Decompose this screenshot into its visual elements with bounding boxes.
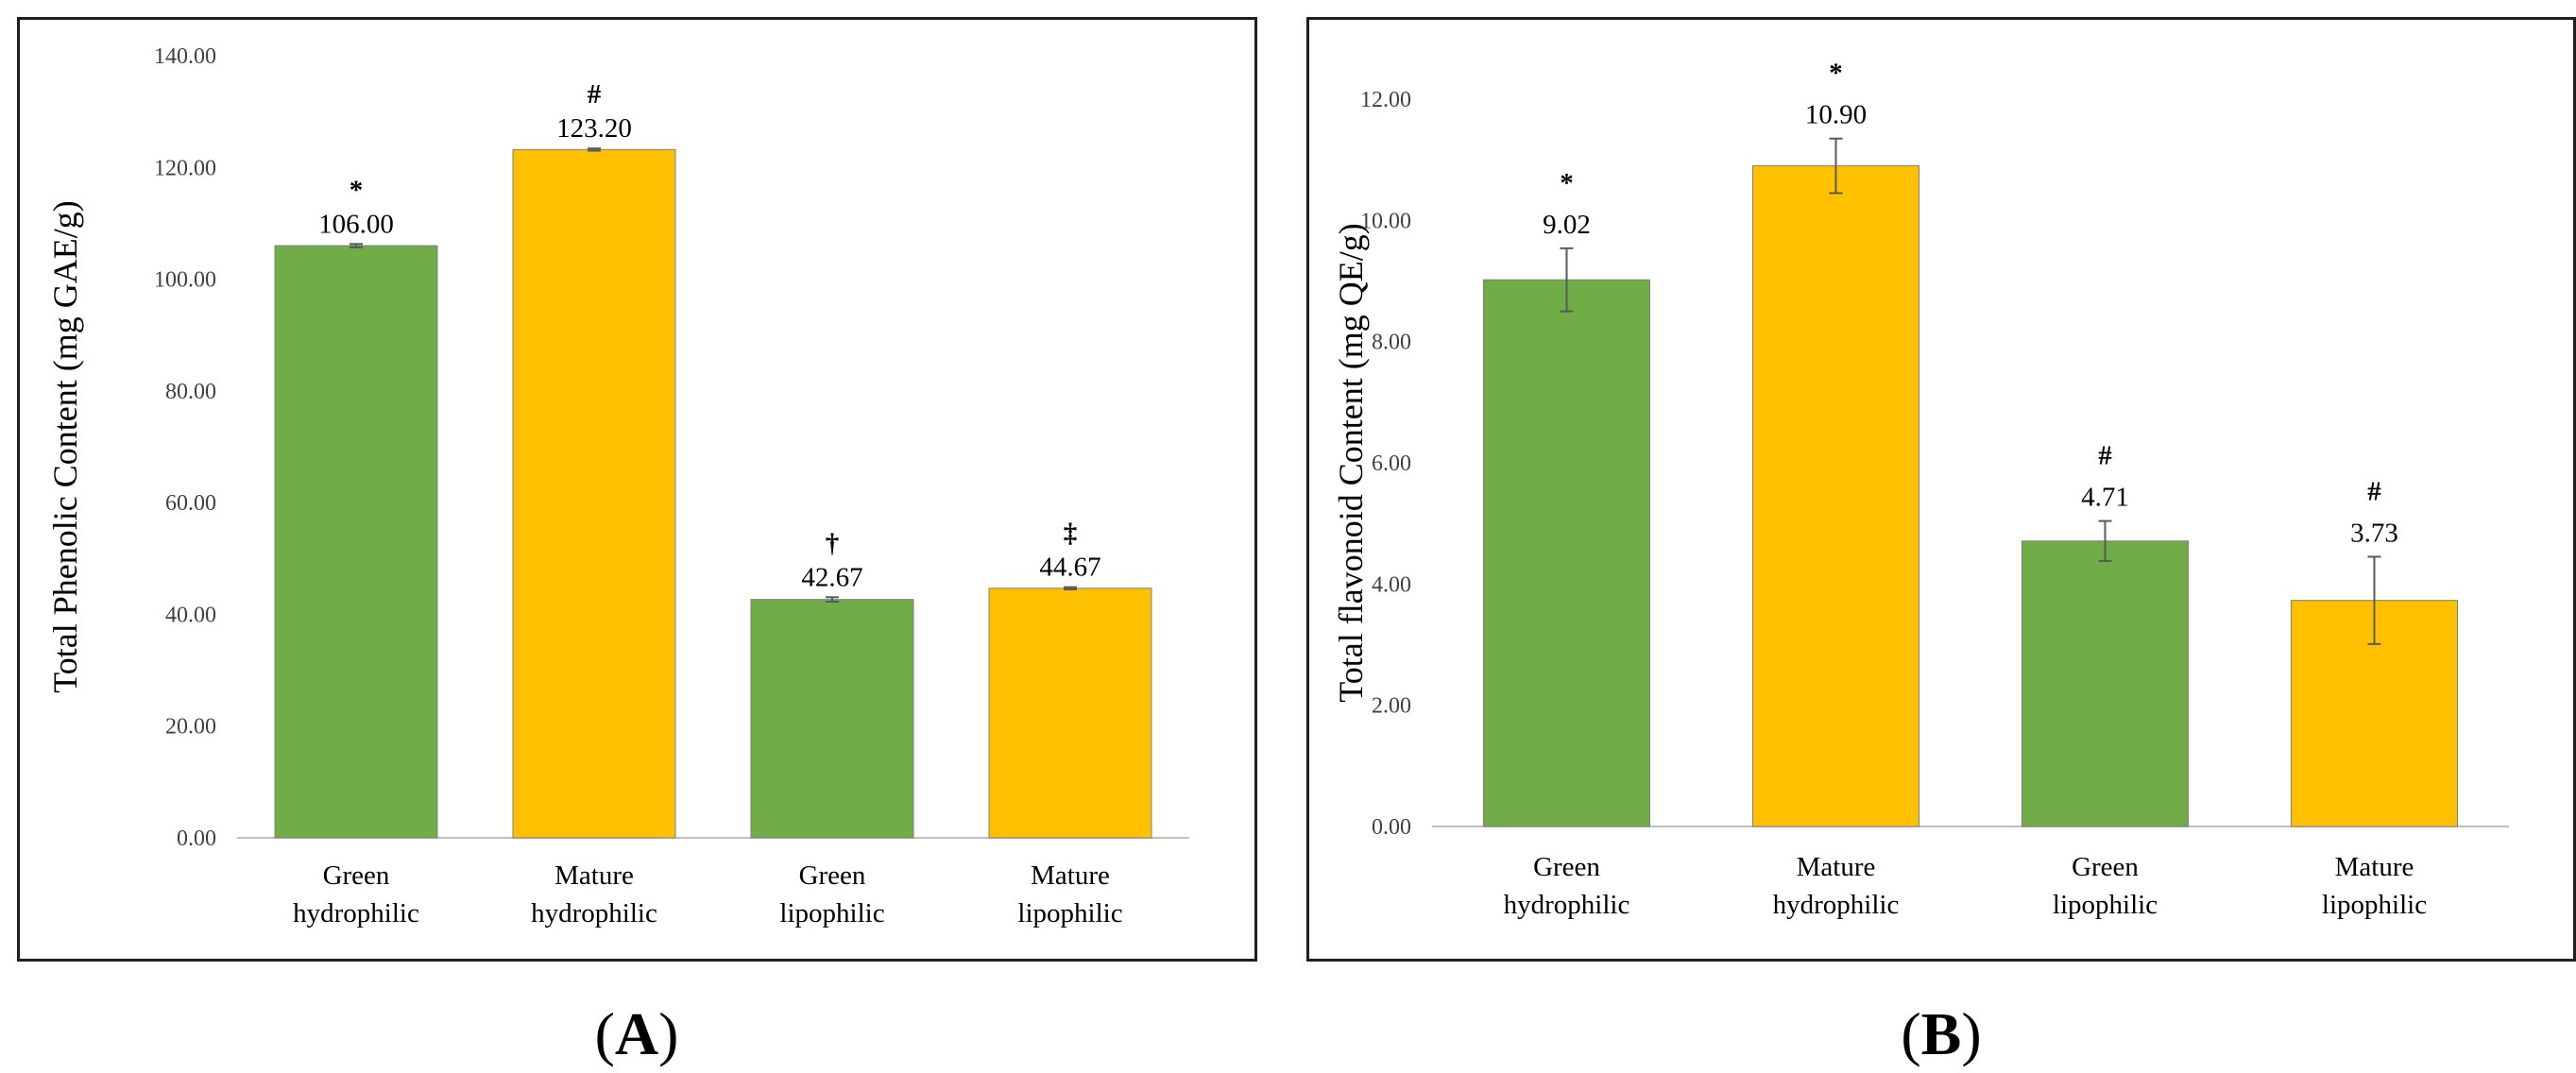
panel-label-b: (B)	[1847, 999, 2036, 1069]
chart-b-value-label: 3.73	[2350, 518, 2398, 548]
chart-b-category-label: lipophilic	[2053, 890, 2158, 920]
chart-b-svg: 0.00 2.00 4.00 6.00 8.00 10.00 12.00 Total flav…	[1332, 59, 2509, 920]
chart-a-value-label: 123.20	[556, 113, 632, 144]
chart-a-bar	[750, 599, 914, 839]
panel-label-b-letter: B	[1920, 1000, 1962, 1067]
panel-label-a-open: (	[594, 1000, 615, 1067]
chart-b-value-label: 9.02	[1543, 210, 1591, 240]
chart-a-y-tick-label: 40.00	[165, 603, 216, 627]
chart-a-category-label: hydrophilic	[293, 898, 419, 928]
chart-a-y-tick-label: 0.00	[177, 826, 216, 851]
chart-b-y-tick-label: 12.00	[1360, 88, 1411, 112]
chart-a-y-axis-title: Total Phenolic Content (mg GAE/g)	[46, 200, 84, 692]
chart-panel-a: 0.00 20.00 40.00 60.00 80.00 100.00 120.00 140.…	[17, 17, 1257, 962]
chart-a-category-label: Mature	[1031, 860, 1110, 891]
panel-label-b-close: )	[1961, 1000, 1982, 1067]
chart-b-significance-marker: #	[2367, 476, 2381, 506]
chart-a-category-label: Mature	[554, 860, 634, 891]
chart-b-bar	[2022, 540, 2189, 827]
chart-a-y-tick-label: 100.00	[154, 268, 216, 293]
chart-a-bar	[274, 245, 438, 839]
chart-a-category-label: lipophilic	[1017, 898, 1122, 928]
chart-b-y-tick-label: 6.00	[1372, 451, 1411, 476]
chart-a-y-tick-label: 60.00	[165, 491, 216, 516]
chart-a-bar	[988, 588, 1152, 839]
chart-a-value-label: 44.67	[1039, 553, 1100, 583]
chart-a-y-tick-label: 80.00	[165, 380, 216, 404]
chart-b-significance-marker: #	[2098, 441, 2112, 471]
chart-b-category-label: Green	[1533, 852, 1600, 882]
chart-b-significance-marker: *	[1560, 168, 1574, 198]
chart-b-y-tick-label: 8.00	[1372, 331, 1411, 355]
chart-a-category-label: Green	[323, 860, 390, 891]
chart-b-bar	[1752, 165, 1919, 827]
chart-b-category-label: hydrophilic	[1504, 890, 1630, 920]
panel-label-a-letter: A	[614, 1000, 659, 1067]
chart-a-y-tick-label: 120.00	[154, 156, 216, 180]
chart-a-significance-marker: †	[826, 528, 840, 558]
panel-label-a: (A)	[542, 999, 731, 1069]
chart-b-value-label: 10.90	[1805, 100, 1867, 130]
chart-b-value-label: 4.71	[2081, 483, 2129, 513]
chart-b-y-tick-label: 4.00	[1372, 572, 1411, 597]
chart-b-significance-marker: *	[1829, 59, 1843, 89]
chart-a-y-tick-label: 20.00	[165, 715, 216, 740]
chart-panel-b: 0.00 2.00 4.00 6.00 8.00 10.00 12.00 Total flav…	[1306, 17, 2576, 962]
panel-label-b-open: (	[1901, 1000, 1921, 1067]
chart-b-category-label: Mature	[1797, 852, 1876, 882]
chart-a-significance-marker: #	[588, 79, 602, 110]
chart-b-y-tick-label: 10.00	[1360, 209, 1411, 233]
chart-b-y-tick-label: 2.00	[1372, 694, 1411, 719]
chart-a-significance-marker: ‡	[1064, 519, 1078, 549]
chart-b-category-label: hydrophilic	[1773, 890, 1900, 920]
chart-a-category-label: lipophilic	[779, 898, 884, 928]
chart-a-category-label: hydrophilic	[531, 898, 657, 928]
chart-b-y-axis-title: Total flavonoid Content (mg QE/g)	[1332, 223, 1370, 702]
chart-a-y-tick-label: 140.00	[154, 44, 216, 69]
chart-a-value-label: 42.67	[801, 562, 862, 592]
chart-a-value-label: 106.00	[318, 209, 394, 239]
chart-b-category-label: Mature	[2335, 852, 2414, 882]
chart-a-bar	[512, 148, 676, 839]
chart-a-category-label: Green	[799, 860, 866, 891]
chart-b-y-tick-label: 0.00	[1372, 815, 1411, 840]
chart-b-category-label: lipophilic	[2322, 890, 2427, 920]
chart-b-category-label: Green	[2072, 852, 2139, 882]
panel-label-a-close: )	[658, 1000, 679, 1067]
chart-b-bar	[1483, 279, 1650, 827]
chart-a-svg: 0.00 20.00 40.00 60.00 80.00 100.00 120.00 140.…	[46, 44, 1189, 928]
chart-a-significance-marker: *	[350, 175, 364, 205]
